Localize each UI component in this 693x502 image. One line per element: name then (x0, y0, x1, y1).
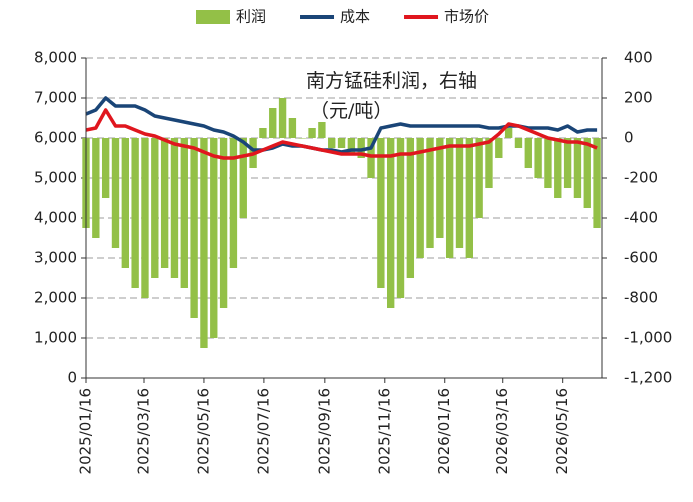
bar (426, 138, 434, 248)
bar (151, 138, 159, 278)
bar (524, 138, 532, 168)
y2-tick-label: 200 (624, 89, 653, 107)
bar (436, 138, 444, 238)
y-tick-label: 0 (67, 369, 77, 387)
bar (111, 138, 120, 248)
y-tick-label: 6,000 (34, 129, 77, 147)
bar (357, 138, 365, 158)
bar (269, 108, 277, 138)
bar (288, 118, 297, 138)
bar (210, 138, 218, 338)
bar (170, 138, 179, 278)
x-tick-label: 2026/03/16 (493, 388, 511, 474)
legend-swatch (196, 10, 230, 24)
bar (308, 128, 316, 138)
bar (328, 138, 336, 148)
y2-tick-label: -1,200 (624, 369, 672, 387)
y-tick-label: 1,000 (34, 329, 77, 347)
bar (101, 138, 110, 198)
bar (219, 138, 228, 308)
bar (475, 138, 483, 218)
bar (180, 138, 188, 288)
bar (514, 138, 523, 148)
y2-tick-label: 400 (624, 49, 653, 67)
y-tick-label: 5,000 (34, 169, 77, 187)
bar (239, 138, 247, 218)
line (85, 108, 598, 160)
x-tick-label: 2025/09/16 (315, 388, 333, 474)
y-tick-label: 8,000 (34, 49, 77, 67)
bar (495, 138, 503, 158)
bar (200, 138, 208, 348)
y2-tick-label: -600 (624, 249, 658, 267)
bar (259, 128, 267, 138)
x-tick-label: 2026/05/16 (553, 388, 571, 474)
x-tick-label: 2025/11/16 (375, 388, 393, 474)
bar (367, 138, 375, 178)
y-tick-label: 2,000 (34, 289, 77, 307)
y2-tick-label: 0 (624, 129, 634, 147)
bar (377, 138, 385, 288)
y2-tick-label: -800 (624, 289, 658, 307)
bar (131, 138, 139, 288)
bar (396, 138, 405, 298)
bar (445, 138, 454, 258)
y2-tick-label: -200 (624, 169, 658, 187)
bar (554, 138, 562, 198)
bar (593, 138, 601, 228)
y-tick-label: 7,000 (34, 89, 77, 107)
annotation: （元/吨） (310, 100, 392, 122)
x-tick-label: 2025/05/16 (194, 388, 212, 474)
y-tick-label: 4,000 (34, 209, 77, 227)
annotation: 南方锰硅利润，右轴 (306, 70, 477, 92)
bar (121, 138, 129, 268)
x-tick-label: 2026/01/16 (435, 388, 453, 474)
bar (455, 138, 464, 248)
y-tick-label: 3,000 (34, 249, 77, 267)
bar (504, 128, 513, 138)
bar (416, 138, 424, 258)
bar (318, 122, 326, 138)
x-tick-label: 2025/07/16 (254, 388, 272, 474)
bar (141, 138, 149, 298)
y2-tick-label: -400 (624, 209, 658, 227)
bar (406, 138, 415, 278)
bar (465, 138, 473, 258)
bar (278, 98, 287, 138)
bar (563, 138, 572, 188)
legend-label: 市场价 (444, 8, 489, 26)
bar (92, 138, 100, 238)
bar (160, 138, 169, 268)
bar (485, 138, 493, 188)
bar (190, 138, 198, 318)
bar (347, 138, 356, 154)
bar (337, 138, 346, 148)
x-tick-label: 2025/01/16 (77, 388, 95, 474)
bar (534, 138, 542, 178)
bar (583, 138, 591, 208)
legend-label: 利润 (236, 8, 266, 26)
bar (387, 138, 395, 308)
bar (544, 138, 552, 188)
legend-label: 成本 (340, 8, 370, 26)
y2-tick-label: -1,000 (624, 329, 672, 347)
bar (298, 138, 306, 139)
bar (573, 138, 582, 198)
bar (229, 138, 238, 268)
x-tick-label: 2025/03/16 (134, 388, 152, 474)
